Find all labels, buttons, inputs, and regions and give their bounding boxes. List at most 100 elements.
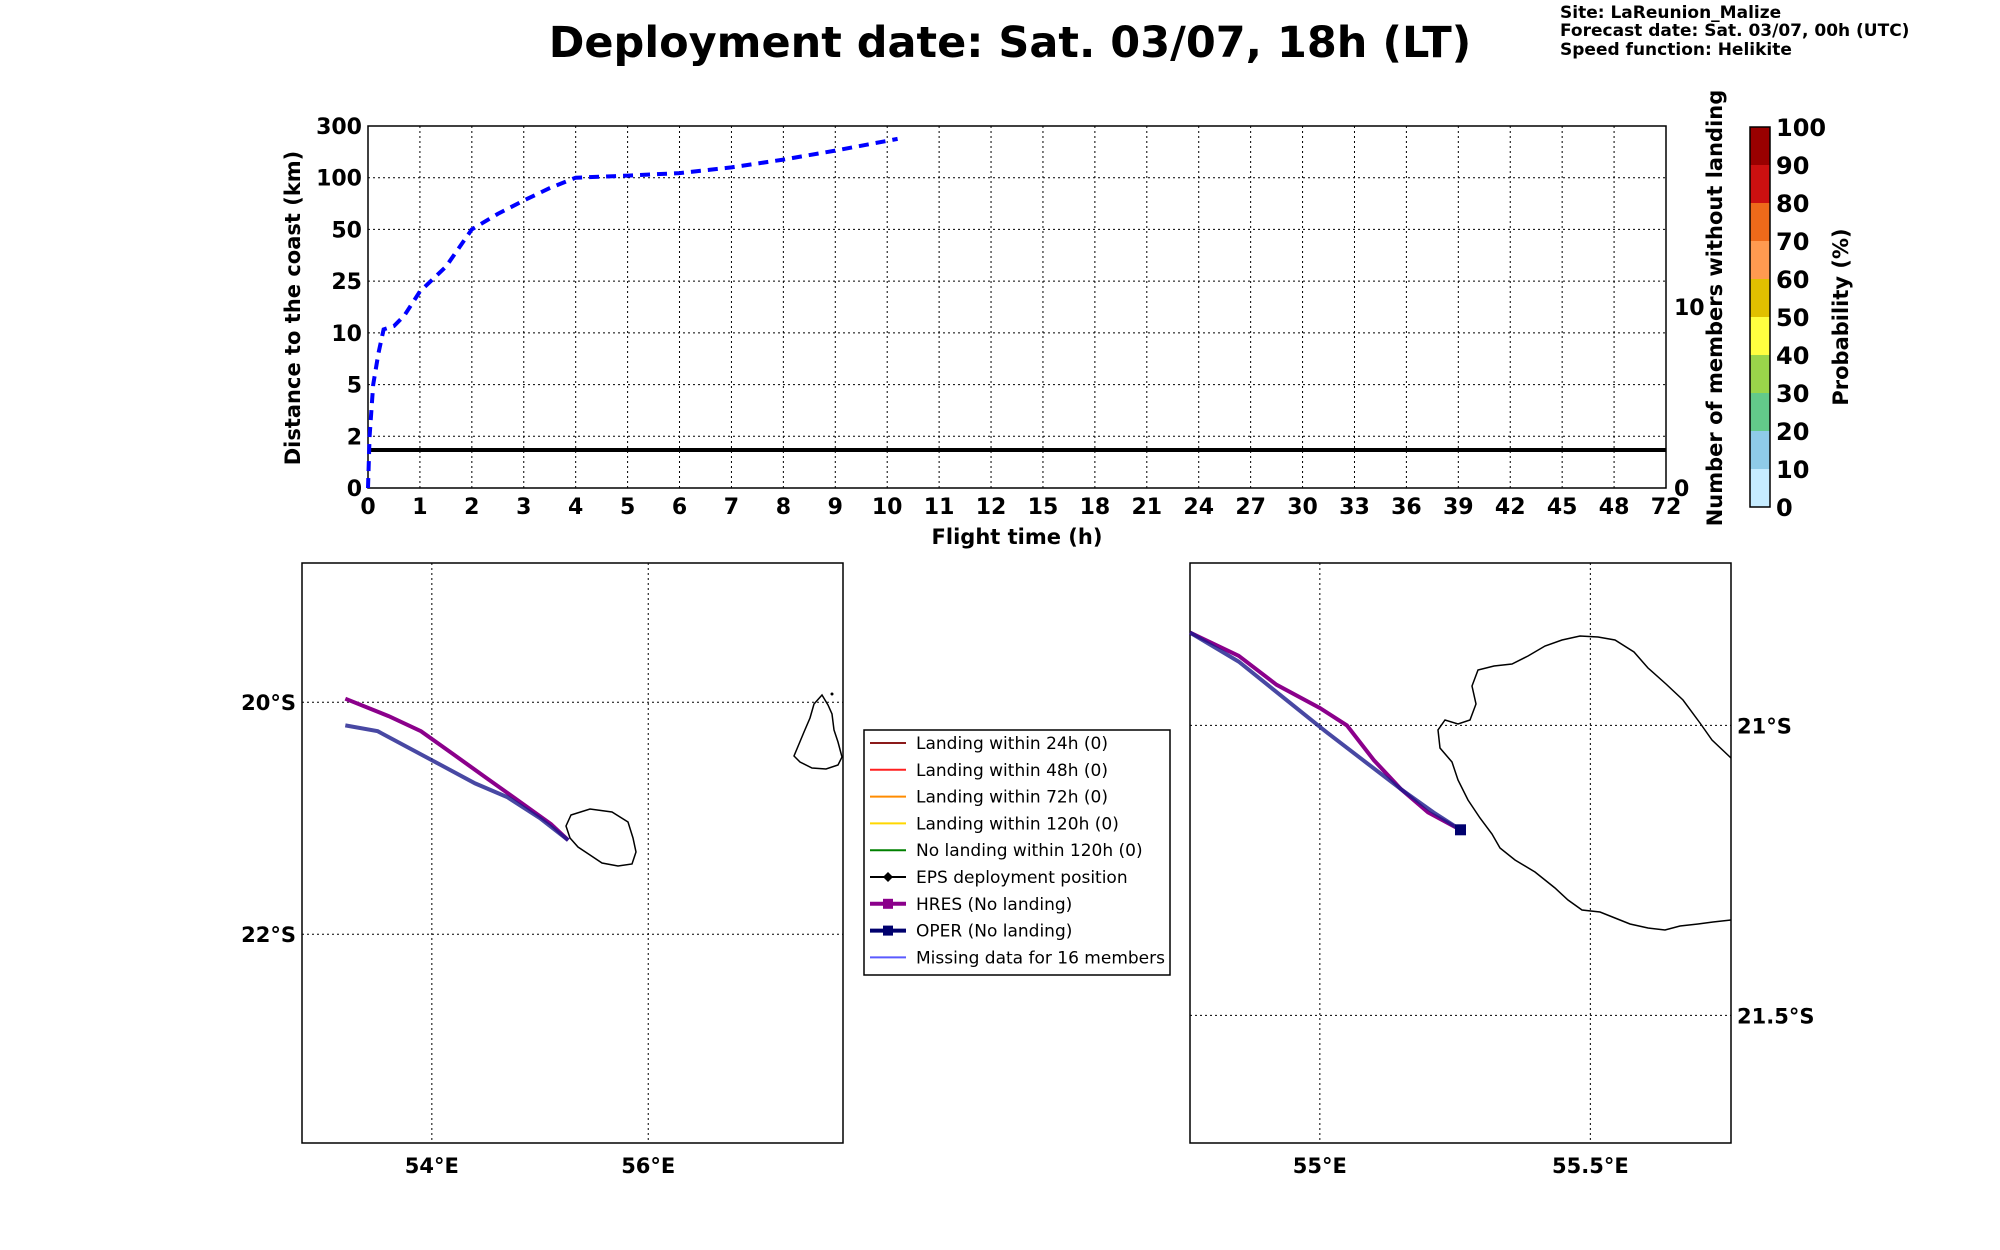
colorbar-cell: [1750, 431, 1770, 469]
x-tick-label: 39: [1443, 495, 1474, 520]
legend-label: Missing data for 16 members: [916, 948, 1165, 968]
y-tick-label: 300: [316, 115, 362, 140]
oper-end-marker: [1455, 824, 1466, 836]
colorbar-frame: [1749, 126, 1771, 508]
legend-label: Landing within 24h (0): [916, 734, 1108, 754]
x-tick-label: 45: [1547, 495, 1578, 520]
x-tick-label: 24: [1183, 495, 1214, 520]
map-left-oper-track: [344, 723, 570, 842]
y-tick-label: 0: [347, 477, 362, 502]
legend-label: EPS deployment position: [916, 868, 1128, 888]
x-tick-label: 18: [1080, 495, 1111, 520]
colorbar-tick-label: 90: [1776, 152, 1809, 180]
legend-items: Landing within 24h (0) Landing within 48h…: [870, 734, 1165, 968]
colorbar-cell: [1750, 469, 1770, 507]
legend-item: Landing within 48h (0): [870, 761, 1108, 781]
colorbar-tick-label: 60: [1776, 266, 1809, 294]
map-right-frame: [1189, 562, 1732, 1144]
x-tick-label: 33: [1339, 495, 1370, 520]
x-tick-label: 12: [976, 495, 1007, 520]
x-tick-label: 27: [1235, 495, 1266, 520]
map-right-oper-track: [1188, 630, 1462, 832]
latitude-tick-label: 21.5°S: [1737, 1004, 1814, 1028]
x-tick-label: 5: [620, 495, 635, 520]
colorbar-label: Probability (%): [1829, 228, 1853, 405]
x-tick-label: 72: [1651, 495, 1682, 520]
distance-ticks: 0 1 2 3 4 5 6 7 8 9 10 11 12 15 18 21 24 27 30 33 36 39 42 45 48…: [316, 115, 1705, 520]
legend: Landing within 24h (0) Landing within 48h…: [863, 729, 1171, 976]
map-left: 54°E 56°E 20°S 22°S: [241, 562, 844, 1178]
y-tick-label: 10: [331, 322, 362, 347]
y-right-tick-label: 10: [1674, 296, 1705, 321]
x-tick-label: 8: [776, 495, 791, 520]
colorbar-cell: [1750, 241, 1770, 279]
x-axis-label: Flight time (h): [932, 525, 1103, 549]
legend-label: Landing within 120h (0): [916, 814, 1119, 834]
y-tick-label: 2: [347, 425, 362, 450]
legend-item: OPER (No landing): [870, 922, 1072, 942]
latitude-tick-label: 21°S: [1737, 714, 1792, 738]
info-forecast: Forecast date: Sat. 03/07, 00h (UTC): [1560, 21, 1909, 41]
longitude-tick-label: 54°E: [405, 1154, 459, 1178]
x-tick-label: 1: [412, 495, 427, 520]
legend-label: Landing within 48h (0): [916, 761, 1108, 781]
info-site: Site: LaReunion_Malize: [1560, 3, 1781, 23]
legend-item: Landing within 120h (0): [870, 814, 1119, 834]
map-right-hres-track: [1189, 630, 1462, 832]
longitude-tick-label: 55.5°E: [1552, 1154, 1629, 1178]
x-tick-label: 9: [828, 495, 843, 520]
legend-marker: [883, 925, 893, 936]
distance-grid: [368, 126, 1666, 488]
colorbar-tick-label: 10: [1776, 456, 1809, 484]
legend-item: HRES (No landing): [870, 895, 1072, 915]
colorbar-tick-label: 100: [1776, 114, 1826, 142]
colorbar-cell: [1750, 203, 1770, 241]
colorbar-tick-label: 50: [1776, 304, 1809, 332]
info-speed: Speed function: Helikite: [1560, 40, 1792, 60]
x-tick-label: 21: [1131, 495, 1162, 520]
colorbar-cell: [1750, 127, 1770, 165]
x-tick-label: 36: [1391, 495, 1422, 520]
map-left-grid: [302, 563, 843, 1143]
colorbar-cell: [1750, 279, 1770, 317]
longitude-tick-label: 56°E: [621, 1154, 675, 1178]
page-title: Deployment date: Sat. 03/07, 18h (LT): [549, 18, 1472, 68]
reunion-island-outline: [565, 808, 637, 867]
x-tick-label: 15: [1028, 495, 1059, 520]
legend-item: Landing within 24h (0): [870, 734, 1108, 754]
legend-marker: [883, 872, 893, 882]
eps-distance-line: [366, 136, 898, 489]
colorbar-tick-label: 30: [1776, 380, 1809, 408]
x-tick-label: 10: [872, 495, 903, 520]
y-tick-label: 100: [316, 167, 362, 192]
x-tick-label: 3: [516, 495, 531, 520]
legend-box: [863, 729, 1171, 976]
reunion-coastline: [1437, 635, 1732, 931]
x-tick-label: 6: [672, 495, 687, 520]
y-tick-label: 50: [331, 218, 362, 243]
legend-item: No landing within 120h (0): [870, 841, 1143, 861]
map-left-ticks: 54°E 56°E 20°S 22°S: [241, 691, 675, 1178]
colorbar-tick-label: 70: [1776, 228, 1809, 256]
legend-marker: [883, 898, 893, 909]
island-dot: [830, 692, 834, 696]
y-right-tick-label: 0: [1674, 477, 1689, 502]
legend-label: OPER (No landing): [916, 922, 1072, 942]
x-tick-label: 11: [924, 495, 955, 520]
map-right-grid: [1190, 563, 1731, 1143]
x-tick-label: 42: [1495, 495, 1526, 520]
colorbar-ticks: 0 10 20 30 40 50 60 70 80 90 100: [1776, 114, 1826, 522]
colorbar-cell: [1750, 317, 1770, 355]
colorbar-tick-label: 0: [1776, 494, 1793, 522]
mauritius-island-outline: [793, 693, 843, 770]
distance-chart: 0 1 2 3 4 5 6 7 8 9 10 11 12 15 18 21 24 27 30 33 36 39 42 45 48…: [281, 90, 1727, 549]
legend-item: Missing data for 16 members: [870, 948, 1165, 968]
x-tick-label: 0: [360, 495, 375, 520]
x-tick-label: 2: [464, 495, 479, 520]
longitude-tick-label: 55°E: [1293, 1154, 1347, 1178]
y-tick-label: 25: [331, 270, 362, 295]
colorbar-cell: [1750, 355, 1770, 393]
legend-item: Landing within 72h (0): [870, 788, 1108, 808]
x-tick-label: 48: [1599, 495, 1630, 520]
